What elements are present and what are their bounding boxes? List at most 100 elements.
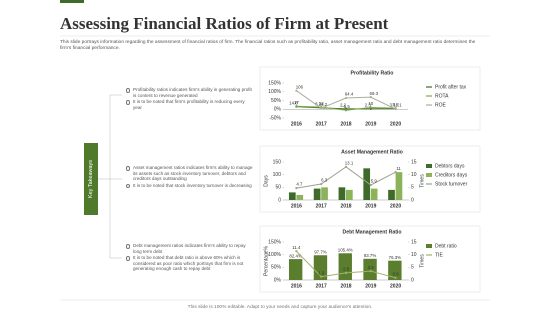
slide-title: Assessing Financial Ratios of Firm at Pr… xyxy=(60,14,389,33)
bar xyxy=(321,187,328,200)
data-label: 0.9 xyxy=(393,271,400,276)
bullet: It is to be noted that stock inventory t… xyxy=(126,183,254,189)
data-label: 14.8 xyxy=(289,100,298,105)
x-tick-label: 2020 xyxy=(390,121,401,127)
y-tick-label: 150 xyxy=(273,159,282,165)
y-tick-label: 100% xyxy=(268,252,281,258)
takeaway-section: Debt management ratios indicates firm's … xyxy=(126,243,254,273)
takeaway-section: Asset management ratios indicates firm's… xyxy=(126,165,254,189)
x-tick-label: 2016 xyxy=(291,121,302,127)
point xyxy=(295,105,298,108)
point xyxy=(369,106,372,109)
bar xyxy=(288,259,303,280)
chart-title: Asset Management Ratio xyxy=(341,149,403,155)
point xyxy=(394,107,397,111)
bar xyxy=(346,189,353,200)
y-axis-title: Percentage% xyxy=(263,245,269,276)
data-label: 13.1 xyxy=(345,160,354,165)
data-label: 2.8 xyxy=(343,267,350,272)
legend-swatch xyxy=(426,244,432,248)
legend-label: ROE xyxy=(435,102,447,108)
data-label: 3.1 xyxy=(390,102,397,107)
description: This slide portrays information regardin… xyxy=(60,40,476,51)
x-tick-label: 2019 xyxy=(365,283,376,289)
y-tick-label: 100% xyxy=(268,89,281,95)
y2-tick-label: 15 xyxy=(411,159,417,165)
point xyxy=(344,96,348,100)
data-label: 106 xyxy=(296,84,304,89)
x-tick-label: 2020 xyxy=(390,283,401,289)
x-tick-label: 2020 xyxy=(390,203,401,209)
bar xyxy=(296,194,304,200)
point xyxy=(295,89,298,92)
y2-tick-label: 10 xyxy=(411,252,417,258)
data-label: 17 xyxy=(294,100,299,105)
point xyxy=(344,109,348,112)
y2-tick-label: 10 xyxy=(411,172,417,178)
bullet: Asset management ratios indicates firm's… xyxy=(126,165,254,182)
point xyxy=(320,107,323,110)
y2-tick-label: 5 xyxy=(411,185,414,191)
y-tick-label: 150% xyxy=(268,239,281,245)
chart-frame xyxy=(259,66,481,131)
y-tick-label: 0% xyxy=(274,107,282,113)
bar xyxy=(363,168,371,200)
data-label: 3.5 xyxy=(368,265,375,270)
x-tick-label: 2017 xyxy=(316,283,327,289)
data-label: 83.7% xyxy=(364,253,377,258)
point xyxy=(320,275,323,278)
y2-axis-title: Times xyxy=(419,174,425,188)
footer: This slide is 100% editable. Adapt to yo… xyxy=(187,305,373,310)
bar xyxy=(313,188,321,200)
point xyxy=(295,250,298,253)
data-label: -5.5 xyxy=(342,104,350,109)
data-label: 5.9 xyxy=(371,179,378,184)
x-tick-label: 2016 xyxy=(291,283,302,289)
y2-tick-label: 0 xyxy=(411,277,414,283)
point xyxy=(320,182,323,186)
key-label: Key Takeaways xyxy=(88,159,94,199)
legend-label: Profit after tax xyxy=(435,84,467,90)
legend-label: Creditors days xyxy=(435,172,468,178)
y-tick-label: 50 xyxy=(275,185,281,191)
bar xyxy=(370,188,378,200)
bar xyxy=(395,172,403,200)
bullet: Debt management ratios indicates firm's … xyxy=(126,243,254,254)
y-tick-label: 50% xyxy=(271,265,282,271)
y2-tick-label: 15 xyxy=(411,239,417,245)
point xyxy=(344,165,348,168)
y-tick-label: -50% xyxy=(269,115,281,121)
data-label: 69.3 xyxy=(370,91,379,96)
data-label: 2.2 xyxy=(340,103,347,108)
x-tick-label: 2019 xyxy=(365,121,376,127)
y2-tick-label: 0 xyxy=(411,197,414,203)
y-tick-label: 0 xyxy=(278,197,281,203)
legend-label: Debt ratio xyxy=(435,243,457,249)
data-label: 6.3 xyxy=(321,178,328,183)
point xyxy=(394,276,397,279)
legend-label: Debtors days xyxy=(435,163,465,169)
x-tick-label: 2018 xyxy=(340,203,351,209)
data-label: 11.4 xyxy=(292,245,301,250)
data-label: 6.2 xyxy=(321,102,328,107)
bullet: Profitability ratios indicates firm's ab… xyxy=(126,87,254,98)
bullet: It is to be noted that debt ratio is abo… xyxy=(126,255,254,272)
data-label: 11 xyxy=(396,166,401,171)
chart-title: Debt Management Ratio xyxy=(342,229,401,235)
bar xyxy=(388,189,395,200)
x-tick-label: 2017 xyxy=(316,203,327,209)
data-label: 82.4% xyxy=(289,253,302,258)
x-tick-label: 2016 xyxy=(291,203,302,209)
bar xyxy=(338,187,346,200)
data-label: 4.7 xyxy=(296,182,303,187)
data-label: 64.4 xyxy=(345,92,354,97)
data-label: 1.1 xyxy=(396,103,403,108)
bar xyxy=(363,258,377,280)
data-label: 105.4% xyxy=(338,247,353,252)
x-tick-label: 2018 xyxy=(340,121,351,127)
y2-axis-title: Times xyxy=(419,254,425,268)
bar xyxy=(388,260,402,280)
y-tick-label: 100 xyxy=(273,172,282,178)
bullet: It is to be noted that firm's profitabil… xyxy=(126,99,254,110)
